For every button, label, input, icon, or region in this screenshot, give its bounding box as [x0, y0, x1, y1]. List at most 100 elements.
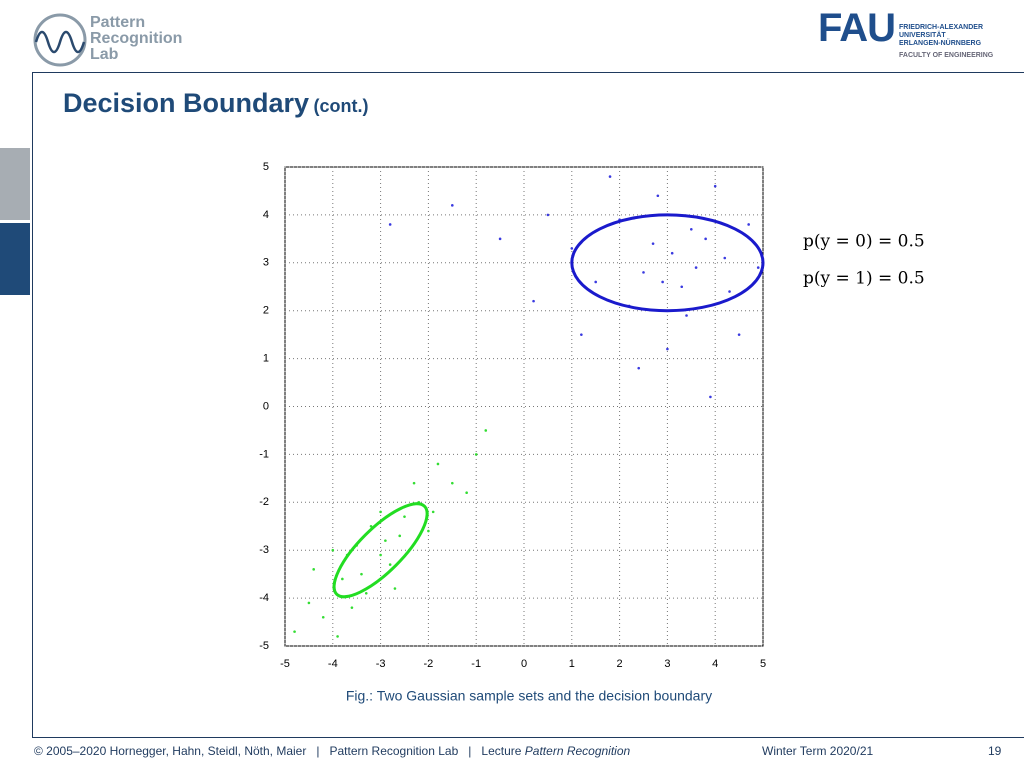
sample-point: [680, 285, 684, 289]
separator: |: [316, 744, 320, 758]
sample-point: [580, 333, 583, 336]
lecture: Lecture: [481, 744, 522, 758]
sample-point: [293, 630, 296, 633]
decision-ellipse: [570, 213, 765, 313]
sample-point: [728, 290, 731, 293]
plot-frame: [284, 166, 764, 647]
decision-ellipse: [332, 502, 429, 599]
sample-point: [350, 606, 354, 609]
sample-point: [393, 587, 397, 590]
sample-point: [608, 175, 612, 178]
course: Pattern Recognition: [524, 744, 631, 758]
y-tick-label: 2: [263, 305, 269, 317]
y-tick-label: 0: [263, 400, 269, 412]
sample-point: [321, 615, 325, 619]
sample-point: [685, 314, 688, 317]
sample-point: [642, 271, 645, 274]
sample-point: [331, 548, 335, 552]
copyright: © 2005–2020 Hornegger, Hahn, Steidl, Nöt…: [34, 744, 307, 758]
x-tick-label: 2: [617, 658, 623, 670]
university-line: ERLANGEN-NÜRNBERG: [899, 40, 982, 47]
separator: |: [468, 744, 472, 758]
x-tick-label: -2: [424, 658, 434, 670]
sample-point: [651, 242, 655, 245]
sample-point: [704, 237, 707, 241]
sample-point: [713, 184, 717, 188]
page-number: 19: [988, 744, 1002, 758]
sample-point: [451, 481, 454, 485]
chart: -5 -4 -3 -2 -1 0 1 2 3 4 5 -5 -4 -3 -2 -1 0 1 2 3 4 5 p(y = 0)…: [259, 161, 925, 704]
sample-point: [398, 534, 402, 538]
sample-point: [379, 553, 382, 557]
university-line: UNIVERSITÄT: [899, 32, 946, 39]
sample-point: [465, 491, 468, 495]
sample-point: [384, 539, 387, 542]
sample-point: [312, 568, 315, 571]
sample-point: [412, 481, 416, 485]
x-tick-label: 5: [760, 658, 766, 670]
sample-point: [737, 333, 741, 336]
y-tick-label: -5: [259, 640, 269, 652]
slide-title: Decision Boundary (cont.): [63, 88, 368, 119]
university-name: FRIEDRICH-ALEXANDER UNIVERSITÄT ERLANGEN…: [899, 24, 993, 60]
sample-point: [594, 280, 597, 284]
footer-lab: Pattern Recognition Lab: [329, 744, 459, 758]
sample-point: [756, 266, 760, 269]
title-suffix: (cont.): [313, 96, 369, 116]
x-tick-label: -5: [280, 658, 290, 670]
lab-logo-icon: [33, 13, 87, 67]
y-tick-label: -2: [259, 496, 269, 508]
sample-point: [637, 366, 641, 370]
university-line: FRIEDRICH-ALEXANDER: [899, 24, 983, 31]
sample-point: [670, 251, 674, 255]
sidebar-block: [0, 223, 30, 295]
sample-point: [546, 213, 550, 217]
faculty: FACULTY OF ENGINEERING: [899, 52, 994, 59]
sidebar-block: [0, 148, 30, 220]
sample-point: [360, 572, 363, 576]
header-rule: [32, 72, 1024, 73]
term: Winter Term 2020/21: [762, 744, 874, 758]
x-tick-label: 3: [664, 658, 670, 670]
prior-formula: p(y = 0) = 0.5: [803, 232, 925, 252]
sample-point: [484, 429, 488, 432]
x-tick-label: -1: [471, 658, 481, 670]
footer: © 2005–2020 Hornegger, Hahn, Steidl, Nöt…: [34, 744, 630, 758]
sample-point: [431, 510, 435, 514]
sample-point: [388, 563, 392, 566]
sample-point: [307, 601, 311, 605]
x-tick-label: -4: [328, 658, 338, 670]
sample-point: [388, 223, 392, 226]
sample-point: [474, 453, 478, 456]
y-tick-label: -4: [259, 592, 269, 604]
sample-point: [666, 347, 669, 351]
x-tick-label: -3: [376, 658, 386, 670]
sample-point: [341, 577, 344, 581]
sample-point: [336, 635, 339, 638]
y-tick-label: 1: [263, 353, 269, 365]
sample-point: [403, 515, 406, 518]
lab-word: Recognition: [90, 30, 183, 47]
lab-word: Pattern: [90, 14, 146, 31]
y-tick-label: 5: [263, 161, 269, 173]
x-tick-label: 0: [521, 658, 527, 670]
sample-point: [723, 256, 727, 260]
y-tick-label: -1: [259, 448, 269, 460]
sample-point: [694, 266, 698, 269]
sample-point: [427, 529, 430, 533]
sample-point: [364, 592, 368, 595]
y-tick-label: 3: [263, 257, 269, 269]
sample-point: [451, 204, 454, 207]
y-tick-label: 4: [263, 209, 269, 221]
sample-point: [747, 223, 750, 226]
sample-point: [661, 280, 664, 284]
x-tick-label: 4: [712, 658, 718, 670]
lab-word: Lab: [90, 46, 119, 63]
footer-rule: [32, 737, 1024, 738]
sample-point: [379, 510, 382, 514]
sample-point: [570, 247, 574, 250]
title: Decision Boundary: [63, 88, 310, 118]
prior-formula: p(y = 1) = 0.5: [803, 269, 925, 289]
sample-point: [498, 237, 502, 241]
